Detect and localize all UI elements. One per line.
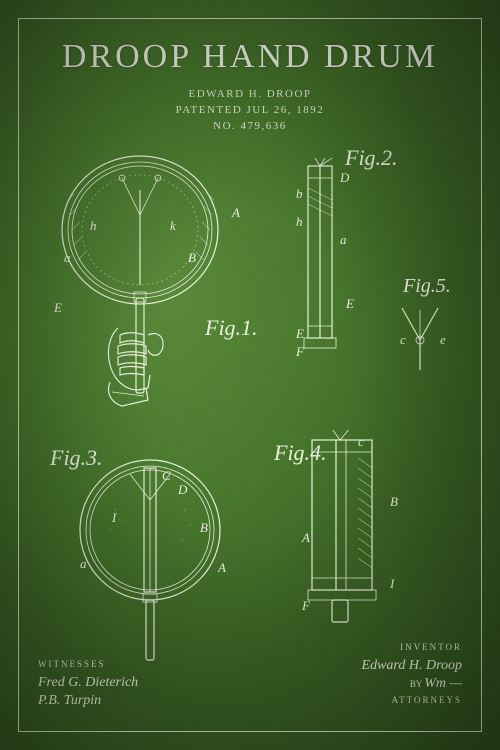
fig3-part-A2: A [218, 560, 226, 576]
fig3-drawing [70, 450, 240, 670]
attorneys-caption: ATTORNEYS [362, 695, 462, 707]
by-text: BY [410, 679, 422, 689]
fig4-part-F2: F [302, 598, 310, 614]
fig3-part-I: I [112, 510, 116, 526]
fig1-label: Fig.1. [205, 315, 258, 341]
fig2-part-b: b [296, 186, 303, 202]
fig2-part-F: F [296, 344, 304, 360]
witnesses-caption: WITNESSES [38, 659, 138, 671]
witness2-signature: P.B. Turpin [38, 692, 138, 710]
inventor-signature: Edward H. Droop [362, 657, 462, 675]
fig2-part-h2: h [296, 214, 303, 230]
fig4-part-B3: B [390, 494, 398, 510]
attorney-signature: Wm — [424, 676, 462, 691]
fig4-label: Fig.4. [274, 440, 327, 466]
fig5-part-c: c [400, 332, 406, 348]
fig1-part-h: h [90, 218, 97, 234]
patented-line: PATENTED JUL 26, 1892 [0, 104, 500, 116]
fig1-part-k: k [170, 218, 176, 234]
inventor-block: INVENTOR Edward H. Droop BY Wm — ATTORNE… [362, 642, 462, 710]
fig3-label: Fig.3. [50, 445, 103, 471]
fig1-part-E: E [54, 300, 62, 316]
witnesses-block: WITNESSES Fred G. Dieterich P.B. Turpin [38, 659, 138, 710]
fig3-part-C: C [162, 468, 171, 484]
number-line: NO. 479,636 [0, 120, 500, 132]
fig2-part-E2: E [296, 326, 304, 342]
fig5-label: Fig.5. [403, 275, 451, 298]
fig2-part-a2: a [340, 232, 347, 248]
fig4-part-I2: I [390, 576, 394, 592]
witness1-signature: Fred G. Dieterich [38, 674, 138, 692]
fig1-part-B: B [188, 250, 196, 266]
fig1-part-A: A [232, 205, 240, 221]
fig5-part-e: e [440, 332, 446, 348]
inventor-line: EDWARD H. DROOP [0, 88, 500, 100]
fig3-part-B2: B [200, 520, 208, 536]
fig1-part-a: a [64, 250, 71, 266]
inventor-caption: INVENTOR [362, 642, 462, 654]
fig2-part-D: D [340, 170, 349, 186]
title: DROOP HAND DRUM [0, 38, 500, 76]
patent-poster: DROOP HAND DRUM EDWARD H. DROOP PATENTED… [0, 0, 500, 750]
fig2-part-E3: E [346, 296, 354, 312]
fig3-part-D2: D [178, 482, 187, 498]
fig3-part-a3: a [80, 556, 87, 572]
fig4-part-A3: A [302, 530, 310, 546]
fig2-label: Fig.2. [345, 145, 398, 171]
fig4-part-c2: c [358, 434, 364, 450]
fig1-drawing [40, 140, 260, 420]
